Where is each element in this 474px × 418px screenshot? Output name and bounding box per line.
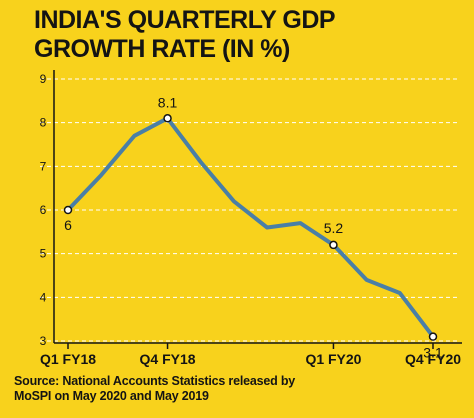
- data-point-11: [428, 332, 438, 341]
- y-tick-label-7: 7: [40, 159, 47, 173]
- chart-title-line-2: GROWTH RATE (IN %): [34, 35, 290, 63]
- x-tick-label-11: Q4 FY20: [405, 351, 461, 367]
- data-label-0: 6: [64, 217, 72, 233]
- data-point-0: [63, 205, 73, 215]
- data-label-8: 5.2: [324, 220, 344, 236]
- source-note: Source: National Accounts Statistics rel…: [14, 374, 464, 404]
- data-label-11: 3.1: [423, 345, 443, 361]
- y-tick-label-4: 4: [40, 290, 47, 304]
- y-tick-label-6: 6: [40, 203, 47, 217]
- x-tick-label-8: Q1 FY20: [305, 351, 361, 367]
- series-line: [66, 116, 435, 339]
- y-tick-label-3: 3: [40, 334, 47, 348]
- data-point-3: [163, 114, 172, 123]
- y-tick-label-5: 5: [40, 247, 47, 261]
- chart-title: INDIA'S QUARTERLY GDP GROWTH RATE (IN %): [34, 6, 464, 64]
- source-note-line-2: MoSPI on May 2020 and May 2019: [14, 389, 209, 403]
- source-note-line-1: Source: National Accounts Statistics rel…: [14, 374, 296, 388]
- chart-title-line-1: INDIA'S QUARTERLY GDP: [34, 6, 336, 34]
- x-tick-label-3: Q4 FY18: [140, 351, 196, 367]
- y-tick-label-9: 9: [40, 72, 47, 86]
- data-point-8: [329, 240, 338, 250]
- y-tick-label-8: 8: [40, 116, 47, 130]
- data-label-3: 8.1: [158, 94, 178, 110]
- x-tick-label-0: Q1 FY18: [40, 351, 96, 367]
